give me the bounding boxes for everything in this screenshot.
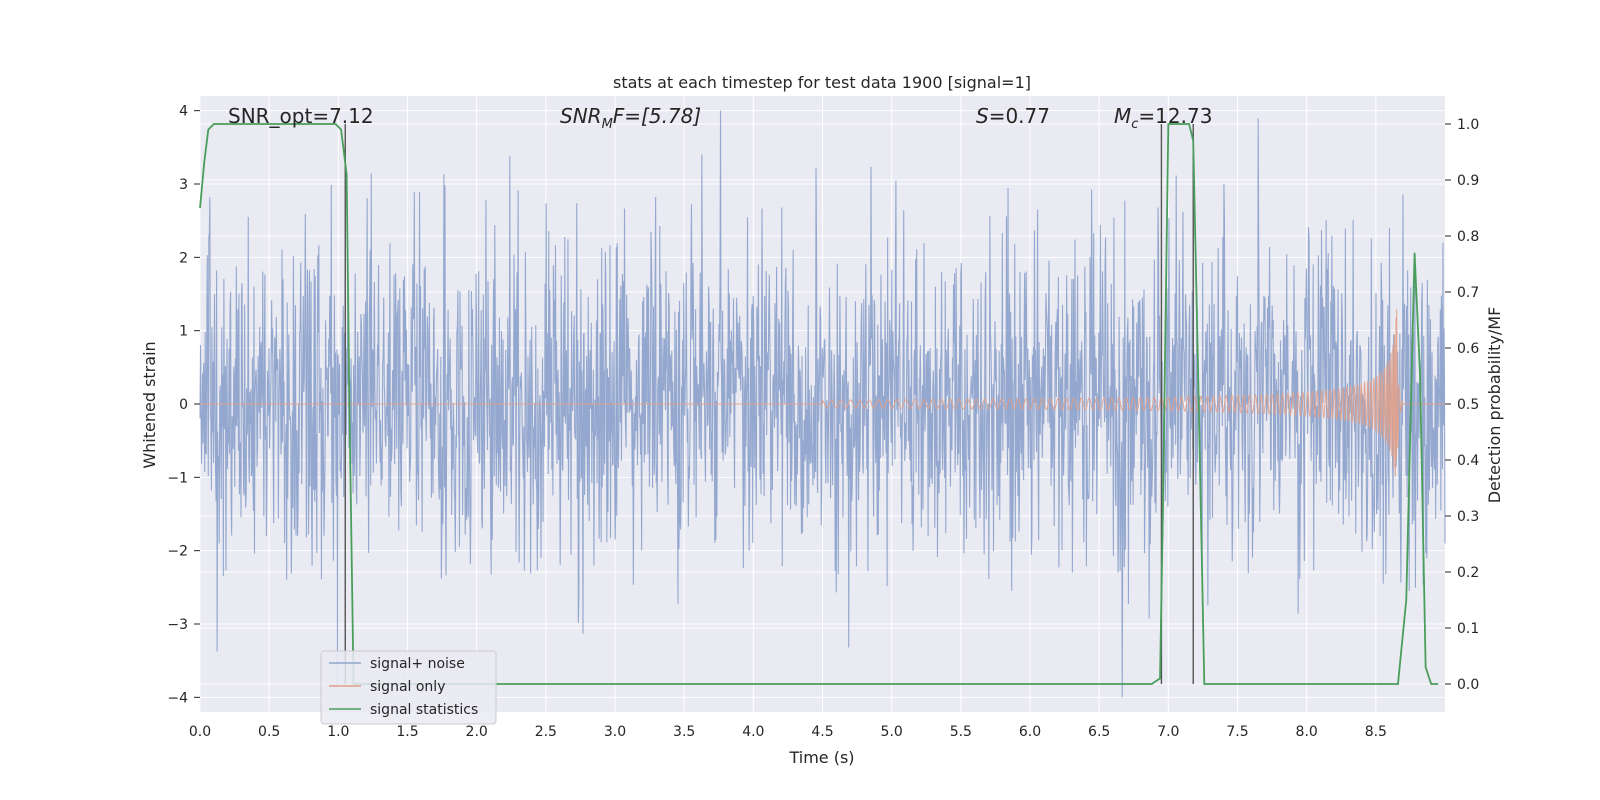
y-tick-label: 2 — [179, 250, 188, 266]
x-tick-label: 4.0 — [742, 724, 764, 740]
y-tick-label: −1 — [167, 470, 188, 486]
legend-label-signal-noise: signal+ noise — [370, 656, 465, 672]
annotation-s: S=0.77 — [976, 104, 1050, 128]
x-tick-label: 7.0 — [1157, 724, 1179, 740]
legend: signal+ noise signal only signal statist… — [320, 650, 497, 725]
legend-label-signal-statistics: signal statistics — [370, 702, 478, 718]
annotation-snr-mf: SNRMF=[5.78] — [560, 104, 701, 132]
x-tick-label: 5.0 — [881, 724, 903, 740]
signal-only-series — [200, 309, 1445, 478]
y-tick-label: −2 — [167, 544, 188, 560]
annotation-s-main: S — [976, 104, 989, 128]
y-right-tick-label: 0.1 — [1457, 621, 1479, 637]
annotation-s-rest: =0.77 — [989, 104, 1050, 128]
y-tick-label: 4 — [179, 104, 188, 120]
x-axis-label: Time (s) — [788, 748, 854, 767]
x-tick-label: 6.0 — [1019, 724, 1041, 740]
chart-title: stats at each timestep for test data 190… — [613, 73, 1031, 92]
y-right-tick-label: 0.7 — [1457, 285, 1479, 301]
signal-statistics-line — [199, 123, 1439, 685]
annotation-snr-opt: SNR_opt=7.12 — [228, 104, 374, 128]
x-tick-labels: 0.0 0.5 1.0 1.5 2.0 2.5 3.0 3.5 4.0 4.5 5.0 5.5 6.0 6… — [189, 724, 1387, 740]
signal-noise-line — [199, 110, 1446, 698]
annotation-snr-mf-sub: M — [602, 117, 613, 132]
annotation-snr-mf-main: SNR — [560, 104, 602, 128]
x-tick-label: 3.0 — [604, 724, 626, 740]
y-right-tick-label: 0.2 — [1457, 565, 1479, 581]
signal-only-line — [200, 309, 1445, 478]
annotation-mc-main: M — [1114, 104, 1131, 128]
x-tick-label: 3.5 — [673, 724, 695, 740]
x-tick-label: 1.0 — [327, 724, 349, 740]
x-tick-label: 0.0 — [189, 724, 211, 740]
y-right-tick-label: 1.0 — [1457, 117, 1479, 133]
signal-statistics-series — [199, 123, 1439, 685]
x-tick-label: 0.5 — [258, 724, 280, 740]
y-tick-label: −4 — [167, 690, 188, 706]
signal-noise-series — [199, 110, 1446, 698]
annotation-mc: Mc=12.73 — [1114, 104, 1212, 132]
y-tick-label: −3 — [167, 617, 188, 633]
x-tick-label: 8.5 — [1365, 724, 1387, 740]
y-right-tick-label: 0.6 — [1457, 341, 1479, 357]
y-axis-label: Whitened strain — [140, 341, 159, 468]
y-right-tick-label: 0.4 — [1457, 453, 1479, 469]
x-tick-label: 2.5 — [535, 724, 557, 740]
annotation-snr-mf-rest: F=[5.78] — [613, 104, 701, 128]
legend-label-signal-only: signal only — [370, 679, 445, 695]
x-tick-label: 6.5 — [1088, 724, 1110, 740]
y-tick-label: 1 — [179, 324, 188, 340]
x-tick-label: 8.0 — [1296, 724, 1318, 740]
y-tick-labels: 4 3 2 1 0 −1 −2 −3 −4 — [167, 104, 200, 706]
x-tick-label: 4.5 — [811, 724, 833, 740]
annotation-mc-sub: c — [1131, 117, 1138, 132]
y-right-tick-labels: 1.0 0.9 0.8 0.7 0.6 0.5 0.4 0.3 0.2 0.1 0.0 — [1445, 117, 1479, 693]
x-tick-label: 7.5 — [1226, 724, 1248, 740]
y-right-tick-label: 0.3 — [1457, 509, 1479, 525]
y-tick-label: 0 — [179, 397, 188, 413]
y-right-tick-label: 0.0 — [1457, 677, 1479, 693]
y-tick-label: 3 — [179, 177, 188, 193]
x-tick-label: 5.5 — [950, 724, 972, 740]
x-tick-label: 2.0 — [466, 724, 488, 740]
y-right-tick-label: 0.8 — [1457, 229, 1479, 245]
y-right-axis-label: Detection probability/MF — [1485, 307, 1504, 504]
y-right-tick-label: 0.5 — [1457, 397, 1479, 413]
y-right-tick-label: 0.9 — [1457, 173, 1479, 189]
annotation-mc-rest: =12.73 — [1138, 104, 1212, 128]
legend-box — [320, 650, 497, 725]
x-tick-label: 1.5 — [396, 724, 418, 740]
